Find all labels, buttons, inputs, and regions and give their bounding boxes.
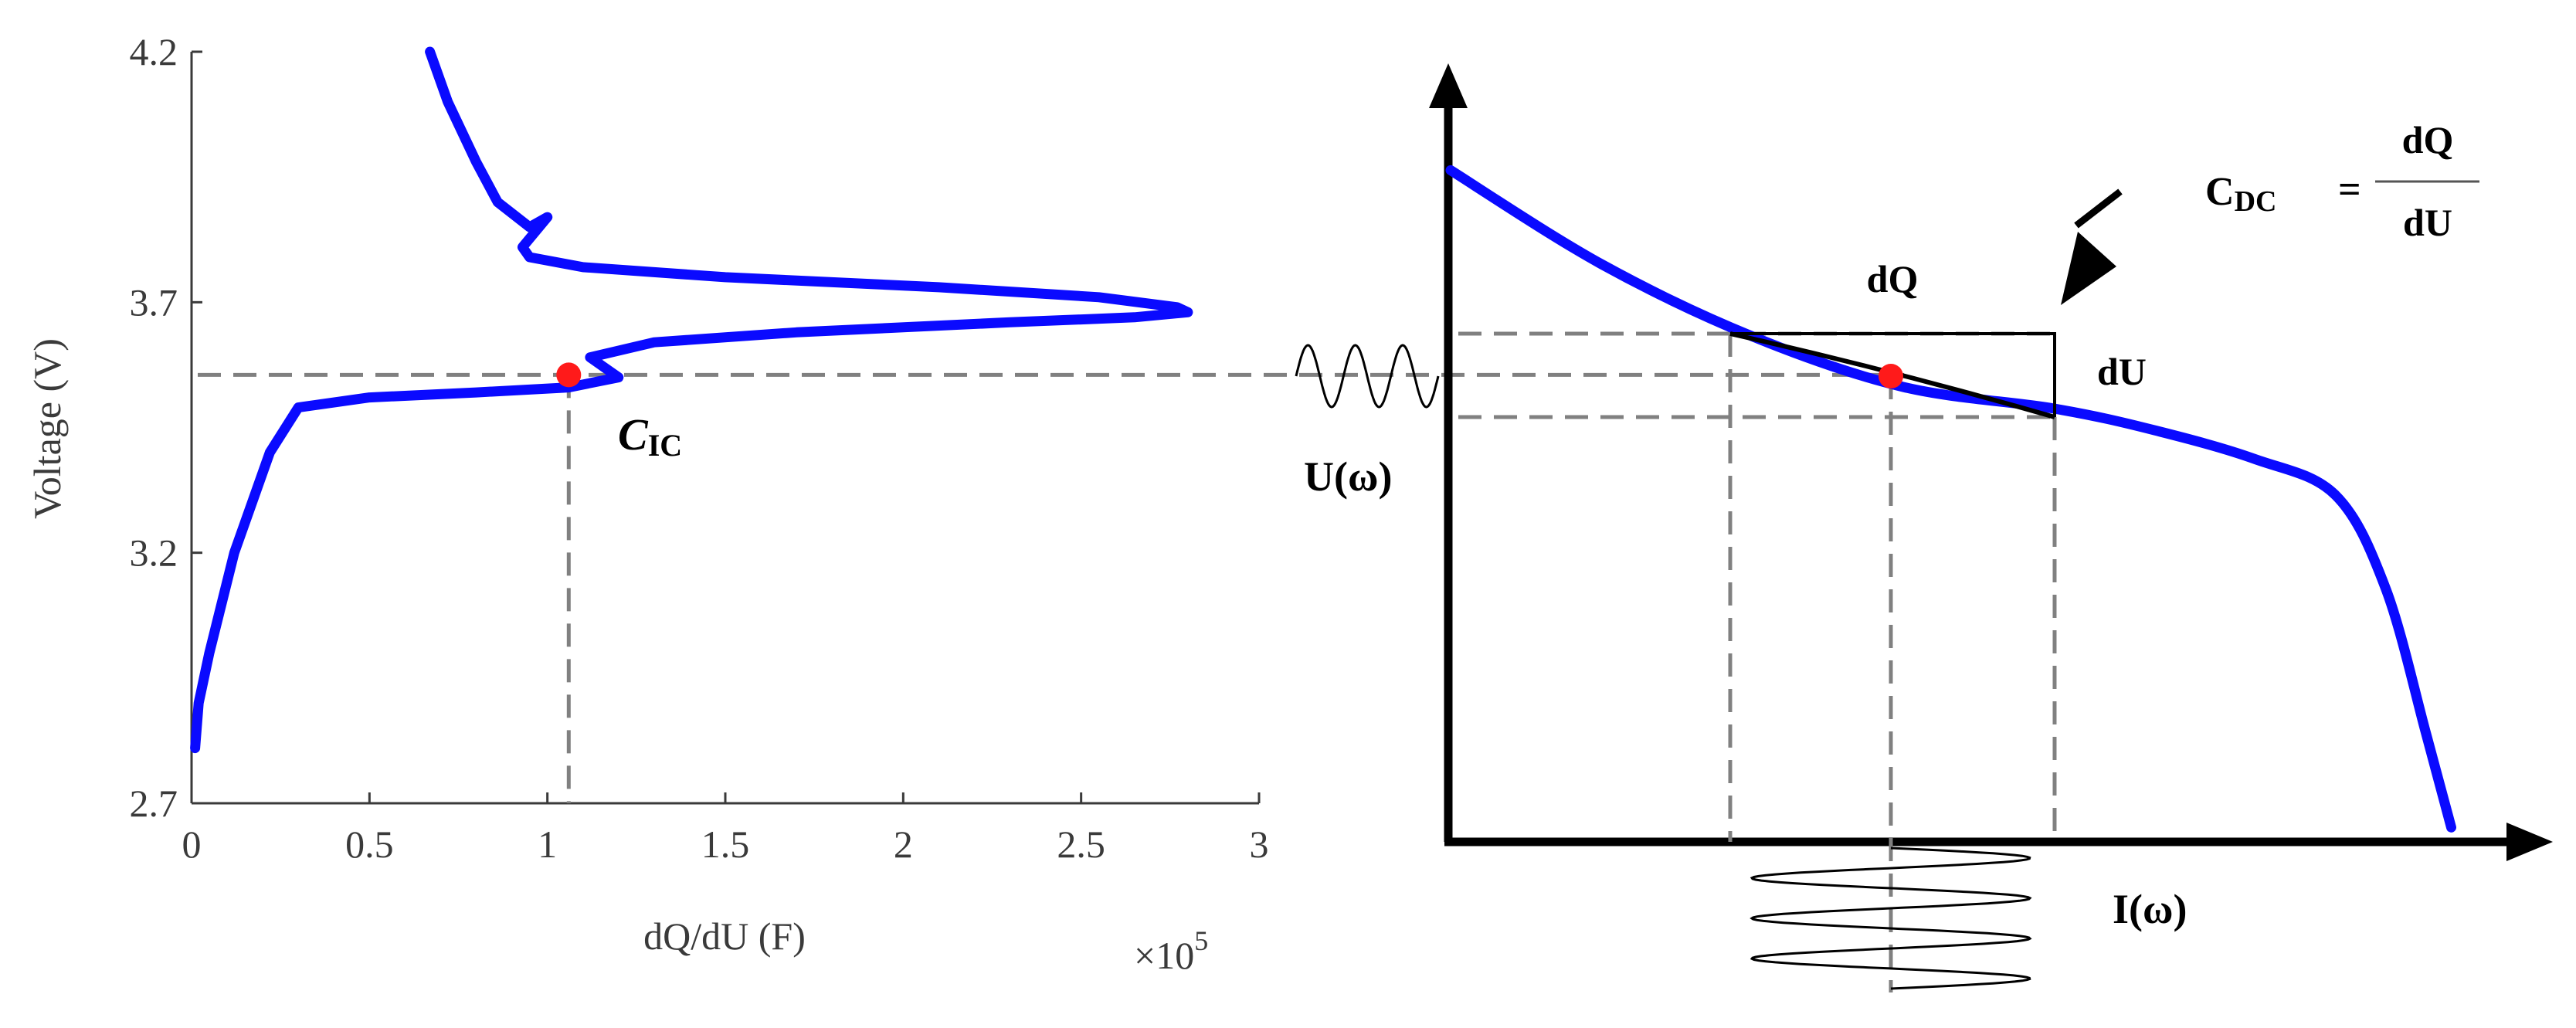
current-sine-wave-icon [1750, 846, 2032, 990]
x-tick-label: 0 [182, 823, 202, 866]
incremental-capacity-curve [190, 46, 1193, 754]
cic-label: CIC [618, 409, 682, 463]
left-chart: 0 0.5 1 1.5 2 2.5 3 2.7 3.2 3.7 4.2 CIC dQ/dU (F)… [25, 30, 1904, 977]
x-tick-label: 1 [538, 823, 557, 866]
cdc-formula: CDC = dQ dU [2205, 118, 2479, 244]
voltage-sine-wave-icon [1295, 344, 1440, 409]
x-tick-label: 2 [894, 823, 913, 866]
discharge-curve [1445, 165, 2456, 833]
left-y-axis-label: Voltage (V) [25, 338, 69, 519]
formula-numerator: dQ [2402, 118, 2454, 161]
formula-denominator: dU [2403, 201, 2452, 244]
x-multiplier-label: ×105 [1134, 925, 1208, 977]
operating-point-marker [1879, 364, 1903, 388]
y-tick-label: 3.2 [130, 531, 178, 575]
left-x-ticks: 0 0.5 1 1.5 2 2.5 3 [182, 792, 1269, 866]
pointer-arrowhead-icon [2061, 232, 2116, 305]
x-tick-label: 2.5 [1057, 823, 1105, 866]
equals-sign: = [2338, 168, 2361, 212]
y-tick-label: 2.7 [130, 782, 178, 825]
ic-marker-point [556, 362, 582, 388]
x-tick-label: 0.5 [345, 823, 394, 866]
right-diagram: dQ dU U(ω) I(ω) CDC = dQ dU [1295, 63, 2553, 992]
y-tick-label: 3.7 [130, 280, 178, 324]
i-omega-label: I(ω) [2113, 886, 2187, 932]
dq-label: dQ [1867, 257, 1919, 300]
pointer-arrow [2074, 188, 2123, 229]
u-omega-label: U(ω) [1304, 453, 1392, 500]
x-tick-label: 3 [1250, 823, 1269, 866]
left-x-axis-label: dQ/dU (F) [643, 914, 806, 958]
cdc-label: CDC [2205, 170, 2276, 218]
x-axis-arrowhead-icon [2506, 823, 2553, 861]
y-axis-arrowhead-icon [1429, 63, 1468, 108]
dq-du-triangle [1730, 332, 2056, 417]
x-tick-label: 1.5 [701, 823, 750, 866]
left-y-ticks: 2.7 3.2 3.7 4.2 [130, 30, 202, 825]
du-label: dU [2097, 350, 2147, 393]
y-tick-label: 4.2 [130, 30, 178, 73]
